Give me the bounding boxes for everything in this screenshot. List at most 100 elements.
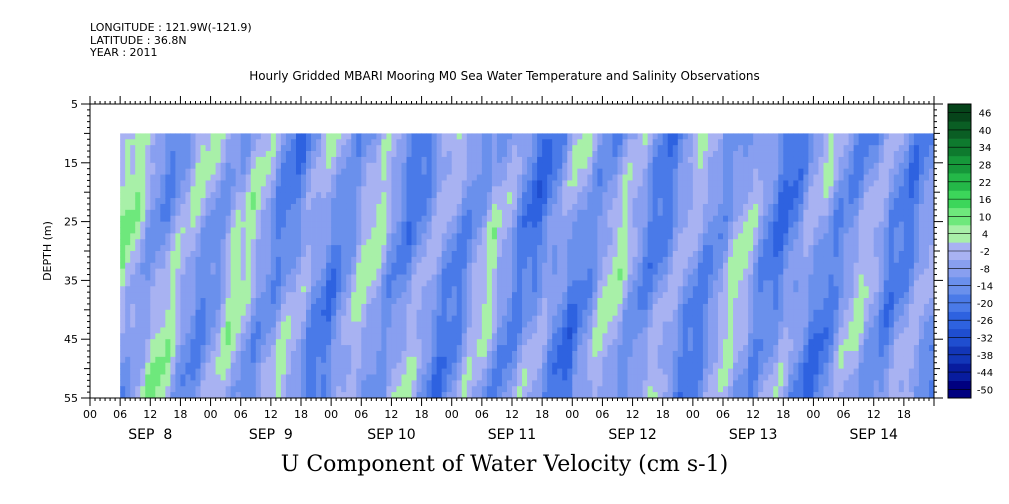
heatmap-cell xyxy=(607,174,613,181)
heatmap-cell xyxy=(476,315,483,322)
heatmap-cell xyxy=(547,392,553,399)
heatmap-cell xyxy=(135,321,141,328)
heatmap-cell xyxy=(597,268,603,275)
heatmap-cell xyxy=(391,315,397,322)
heatmap-cell xyxy=(441,386,448,393)
heatmap-cell xyxy=(326,251,332,258)
heatmap-cell xyxy=(120,145,126,152)
heatmap-cell xyxy=(275,286,282,293)
heatmap-cell xyxy=(466,227,473,234)
heatmap-cell xyxy=(180,362,186,369)
heatmap-cell xyxy=(225,327,232,334)
heatmap-cell xyxy=(316,233,322,240)
heatmap-cell xyxy=(627,315,633,322)
heatmap-cell xyxy=(517,151,523,158)
heatmap-cell xyxy=(557,386,563,393)
heatmap-cell xyxy=(290,321,297,328)
heatmap-cell xyxy=(506,392,513,399)
year-label: YEAR : 2011 xyxy=(90,46,158,59)
heatmap-cell xyxy=(592,162,598,170)
heatmap-cell xyxy=(351,133,357,140)
heatmap-cell xyxy=(311,274,317,281)
heatmap-cell xyxy=(331,386,337,393)
heatmap-cell xyxy=(466,174,473,181)
heatmap-cell xyxy=(180,186,186,193)
heatmap-cell xyxy=(476,256,483,264)
heatmap-cell xyxy=(190,309,196,317)
heatmap-cell xyxy=(210,156,216,164)
heatmap-cell xyxy=(562,239,568,246)
heatmap-cell xyxy=(346,256,352,264)
heatmap-cell xyxy=(542,280,548,287)
heatmap-cell xyxy=(130,298,136,305)
heatmap-cell xyxy=(486,192,493,199)
heatmap-cell xyxy=(522,245,528,252)
heatmap-cell xyxy=(577,327,583,334)
heatmap-cell xyxy=(622,350,628,358)
heatmap-cell xyxy=(662,162,669,170)
heatmap-cell xyxy=(612,280,618,287)
heatmap-cell xyxy=(637,180,644,187)
heatmap-cell xyxy=(130,227,136,234)
heatmap-cell xyxy=(285,315,292,322)
heatmap-cell xyxy=(657,174,664,181)
heatmap-cell xyxy=(642,327,649,334)
heatmap-cell xyxy=(140,345,146,352)
heatmap-cell xyxy=(180,251,186,258)
heatmap-cell xyxy=(602,251,608,258)
heatmap-cell xyxy=(290,162,297,170)
heatmap-cell xyxy=(331,174,337,181)
heatmap-cell xyxy=(617,156,623,164)
heatmap-cell xyxy=(501,215,508,222)
heatmap-cell xyxy=(662,227,669,234)
heatmap-cell xyxy=(321,345,327,352)
heatmap-cell xyxy=(165,315,171,322)
heatmap-cell xyxy=(461,386,468,393)
heatmap-cell xyxy=(316,139,322,146)
heatmap-cell xyxy=(672,298,679,305)
heatmap-cell xyxy=(361,268,367,275)
heatmap-cell xyxy=(411,386,417,393)
heatmap-cell xyxy=(652,339,659,346)
heatmap-cell xyxy=(391,198,397,205)
heatmap-cell xyxy=(235,268,242,275)
heatmap-cell xyxy=(381,380,387,387)
heatmap-cell xyxy=(411,333,417,340)
heatmap-cell xyxy=(607,145,613,152)
heatmap-cell xyxy=(220,139,227,146)
heatmap-cell xyxy=(537,198,543,205)
heatmap-cell xyxy=(401,350,407,358)
heatmap-cell xyxy=(230,286,237,293)
heatmap-cell xyxy=(165,139,171,146)
heatmap-cell xyxy=(250,221,257,228)
heatmap-cell xyxy=(371,245,377,252)
heatmap-cell xyxy=(130,268,136,275)
heatmap-cell xyxy=(170,362,176,369)
heatmap-cell xyxy=(582,209,588,217)
heatmap-cell xyxy=(436,180,443,187)
heatmap-cell xyxy=(386,350,392,358)
heatmap-cell xyxy=(306,286,312,293)
heatmap-cell xyxy=(396,386,402,393)
heatmap-cell xyxy=(642,256,649,264)
heatmap-cell xyxy=(280,339,287,346)
heatmap-cell xyxy=(496,374,503,381)
heatmap-cell xyxy=(456,274,463,281)
heatmap-cell xyxy=(295,356,302,364)
heatmap-cell xyxy=(140,251,146,258)
heatmap-cell xyxy=(406,139,412,146)
heatmap-cell xyxy=(587,374,593,381)
heatmap-cell xyxy=(607,233,613,240)
heatmap-cell xyxy=(401,309,407,317)
heatmap-cell xyxy=(441,339,448,346)
heatmap-cell xyxy=(672,303,679,311)
heatmap-cell xyxy=(331,298,337,305)
heatmap-cell xyxy=(170,180,176,187)
heatmap-cell xyxy=(265,374,272,381)
heatmap-cell xyxy=(642,362,649,369)
heatmap-cell xyxy=(361,227,367,234)
heatmap-cell xyxy=(416,245,422,252)
heatmap-cell xyxy=(562,268,568,275)
heatmap-cell xyxy=(607,392,613,399)
heatmap-cell xyxy=(476,374,483,381)
